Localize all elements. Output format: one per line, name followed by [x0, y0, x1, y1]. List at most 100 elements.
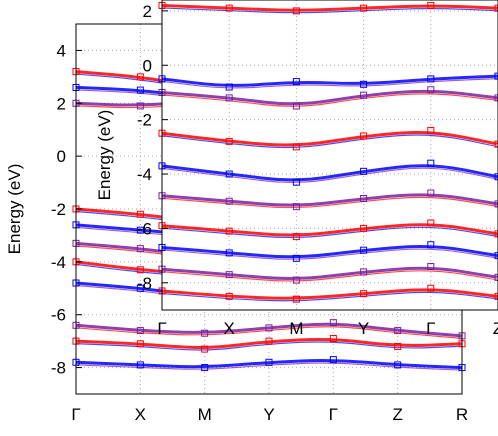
- band-point: [360, 268, 368, 276]
- y-tick-label: 0: [143, 56, 152, 75]
- x-tick-label: Z: [392, 405, 402, 424]
- band-point: [360, 91, 368, 99]
- band-point: [494, 140, 498, 148]
- x-tick-label: R: [456, 405, 468, 424]
- band-point: [136, 210, 144, 218]
- x-tick-label: Y: [263, 405, 274, 424]
- band-point: [136, 284, 144, 292]
- band-point: [427, 219, 435, 227]
- band-point: [329, 356, 337, 364]
- plot-frame: [161, 0, 498, 311]
- band-point: [292, 233, 300, 241]
- band-point: [494, 292, 498, 300]
- band-point: [360, 80, 368, 88]
- band-line-shadow-9: [161, 270, 498, 282]
- band-line-shadow-2: [161, 78, 498, 89]
- y-tick-label: -8: [137, 274, 152, 293]
- y-tick-label: 2: [57, 94, 66, 113]
- band-point: [360, 290, 368, 298]
- band-point: [394, 361, 402, 369]
- y-tick-label: -8: [51, 359, 66, 378]
- band-line-shadow-10: [161, 291, 498, 302]
- band-point: [494, 252, 498, 260]
- band-point: [494, 200, 498, 208]
- band-line-11: [75, 359, 463, 370]
- band-point: [427, 1, 435, 9]
- band-point: [329, 319, 337, 327]
- band-point: [292, 7, 300, 15]
- y-tick-label: -4: [137, 165, 152, 184]
- band-line-9: [161, 266, 498, 280]
- band-line-5: [161, 164, 498, 182]
- band-line-7: [161, 223, 498, 237]
- band-point: [136, 340, 144, 348]
- band-point: [329, 335, 337, 342]
- band-point: [494, 94, 498, 102]
- x-tick-label: Z: [493, 319, 498, 338]
- band-point: [265, 358, 273, 366]
- band-point: [494, 72, 498, 80]
- x-tick-label: Γ: [329, 405, 338, 424]
- band-point: [427, 241, 435, 249]
- band-point: [265, 337, 273, 345]
- band-point: [225, 4, 233, 12]
- band-line-3: [161, 89, 498, 106]
- y-axis-title: Energy (eV): [95, 110, 114, 201]
- band-point: [225, 83, 233, 91]
- x-tick-label: X: [224, 319, 235, 338]
- band-line-shadow-8: [161, 248, 498, 260]
- band-point: [136, 102, 144, 110]
- band-point: [427, 75, 435, 83]
- band-point: [201, 329, 209, 337]
- band-line-1: [161, 3, 498, 12]
- x-tick-label: X: [135, 405, 146, 424]
- band-line-6: [161, 193, 498, 207]
- band-point: [225, 227, 233, 235]
- band-point: [292, 102, 300, 110]
- band-point: [136, 266, 144, 274]
- band-point: [427, 262, 435, 270]
- band-line-10: [75, 337, 463, 349]
- band-point: [292, 178, 300, 186]
- band-line-shadow-4: [161, 134, 498, 149]
- y-tick-label: -6: [137, 219, 152, 238]
- band-point: [360, 132, 368, 140]
- band-point: [427, 127, 435, 135]
- x-tick-label: M: [198, 405, 212, 424]
- band-point: [225, 137, 233, 145]
- band-point: [360, 224, 368, 232]
- y-tick-label: 4: [57, 41, 66, 60]
- band-point: [394, 327, 402, 335]
- y-tick-label: -2: [51, 200, 66, 219]
- band-point: [427, 159, 435, 167]
- band-line-shadow-5: [161, 167, 498, 183]
- band-line-shadow-3: [161, 93, 498, 107]
- band-line-shadow-1: [161, 7, 498, 14]
- band-point: [360, 195, 368, 203]
- band-point: [225, 197, 233, 205]
- plot-area-background: [162, 0, 498, 310]
- band-point: [292, 203, 300, 211]
- x-tick-label: Γ: [157, 319, 166, 338]
- band-point: [225, 170, 233, 178]
- y-tick-label: 0: [57, 147, 66, 166]
- band-point: [427, 189, 435, 197]
- band-point: [136, 226, 144, 234]
- inset-band-panel: 2 0 -2 -4 -6 -8 Γ X M Y Γ Z Energy (eV): [95, 0, 498, 338]
- band-point: [360, 4, 368, 12]
- y-tick-label: -2: [137, 111, 152, 130]
- y-tick-label: -4: [51, 253, 66, 272]
- band-point: [494, 273, 498, 281]
- band-line-10: [161, 288, 498, 300]
- band-line-2: [161, 74, 498, 87]
- band-point: [494, 173, 498, 181]
- x-tick-label: Γ: [71, 405, 80, 424]
- band-line-shadow-6: [161, 196, 498, 209]
- band-point: [292, 295, 300, 303]
- band-point: [394, 342, 402, 350]
- band-point: [360, 167, 368, 175]
- band-point: [136, 245, 144, 253]
- band-line-shadow-7: [161, 226, 498, 239]
- y-tick-label: 2: [143, 2, 152, 21]
